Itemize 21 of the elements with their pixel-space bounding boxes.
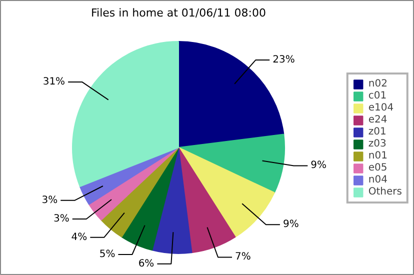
data-label: 4% <box>71 232 88 243</box>
legend-label: n02 <box>368 78 388 89</box>
legend-label: z03 <box>368 138 388 149</box>
data-label: 23% <box>272 54 295 66</box>
legend-label: Others <box>368 186 402 197</box>
legend-label: e24 <box>368 114 388 125</box>
data-label: 31% <box>42 76 66 88</box>
data-label: 7% <box>234 252 251 263</box>
data-label: 6% <box>138 258 154 270</box>
legend-label: z01 <box>368 126 388 137</box>
legend-label: n04 <box>368 174 388 185</box>
legend-label: c01 <box>368 90 388 101</box>
data-label: 3% <box>54 213 70 224</box>
chart-title: Files in home at 01/06/11 08:00 <box>91 6 266 20</box>
legend-label: e05 <box>368 162 388 173</box>
legend-label: e104 <box>368 102 394 113</box>
data-label: 9% <box>282 219 299 230</box>
data-label: 3% <box>42 194 58 206</box>
legend-label: n01 <box>368 150 388 161</box>
data-label: 5% <box>99 249 116 260</box>
data-label: 9% <box>310 160 327 172</box>
